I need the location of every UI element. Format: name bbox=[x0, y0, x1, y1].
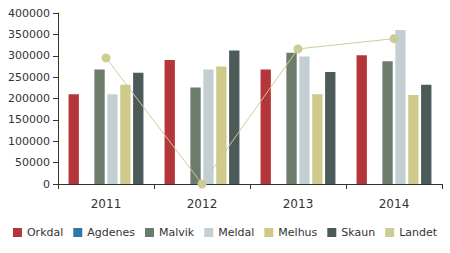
svg-text:Landet: Landet bbox=[399, 226, 438, 239]
svg-text:250000: 250000 bbox=[8, 71, 50, 84]
svg-text:200000: 200000 bbox=[8, 92, 50, 105]
svg-text:2011: 2011 bbox=[91, 197, 122, 211]
svg-text:300000: 300000 bbox=[8, 49, 50, 62]
svg-text:100000: 100000 bbox=[8, 135, 50, 148]
svg-text:Agdenes: Agdenes bbox=[87, 226, 135, 239]
svg-text:2014: 2014 bbox=[379, 197, 410, 211]
svg-text:400000: 400000 bbox=[8, 7, 50, 20]
svg-text:Melhus: Melhus bbox=[278, 226, 317, 239]
svg-text:Meldal: Meldal bbox=[218, 226, 254, 239]
svg-text:Orkdal: Orkdal bbox=[27, 226, 63, 239]
svg-text:350000: 350000 bbox=[8, 28, 50, 41]
svg-text:0: 0 bbox=[43, 178, 50, 191]
svg-text:2012: 2012 bbox=[187, 197, 218, 211]
svg-text:50000: 50000 bbox=[15, 156, 50, 169]
svg-text:2013: 2013 bbox=[283, 197, 314, 211]
svg-text:150000: 150000 bbox=[8, 113, 50, 126]
svg-text:Skaun: Skaun bbox=[341, 226, 375, 239]
svg-text:Malvik: Malvik bbox=[159, 226, 195, 239]
